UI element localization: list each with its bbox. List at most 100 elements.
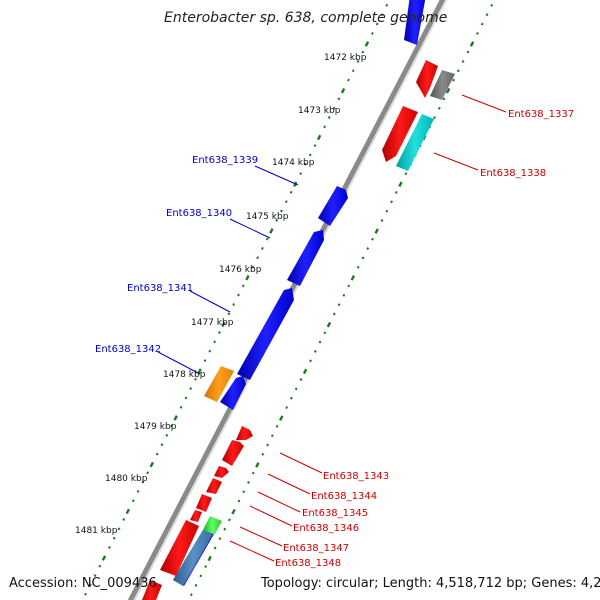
track-tick (442, 97, 446, 101)
gene-block-gray[interactable] (430, 70, 455, 100)
kbp-tick-label: 1473 kbp (298, 106, 341, 116)
track-tick (323, 331, 327, 335)
track-tick (308, 153, 312, 157)
gene-label-ent638-1340[interactable]: Ent638_1340 (166, 208, 232, 219)
track-tick (461, 60, 465, 63)
track-tick (485, 13, 489, 17)
gene-arrow-forward[interactable] (404, 0, 426, 45)
track-tick (117, 527, 121, 531)
gene-labels: Ent638_1339 Ent638_1340 Ent638_1341 Ent6… (95, 109, 574, 569)
gene-arrow-ent638-1346[interactable] (206, 478, 222, 494)
track-tick (141, 480, 145, 484)
track-tick (299, 378, 303, 381)
track-tick (160, 443, 164, 447)
gene-label-ent638-1346[interactable]: Ent638_1346 (293, 523, 359, 534)
track-tick (108, 546, 111, 549)
track-tick (326, 321, 332, 328)
gene-label-ent638-1338[interactable]: Ent638_1338 (480, 168, 546, 179)
kbp-tick-labels: 1472 kbp 1473 kbp 1474 kbp 1475 kbp 1476… (75, 53, 367, 536)
track-tick (380, 13, 384, 17)
gene-arrow-reverse-bottom[interactable] (140, 580, 162, 600)
gene-label-ent638-1342[interactable]: Ent638_1342 (95, 344, 161, 355)
gene-label-ent638-1344[interactable]: Ent638_1344 (311, 491, 377, 502)
kbp-tick-label: 1472 kbp (324, 53, 367, 63)
track-tick (251, 471, 255, 475)
track-tick (313, 144, 317, 147)
track-tick (318, 340, 322, 344)
gene-label-ent638-1345[interactable]: Ent638_1345 (302, 508, 368, 519)
track-tick (194, 377, 197, 381)
track-tick (218, 537, 222, 540)
track-tick (227, 312, 231, 316)
track-tick (313, 350, 317, 353)
gene-arrow-ent638-1337[interactable] (416, 60, 438, 98)
gene-block-green[interactable] (203, 516, 222, 534)
track-tick (208, 349, 212, 353)
gene-arrow-ent638-1344[interactable] (222, 440, 244, 466)
track-tick (279, 415, 284, 421)
gene-arrow-reverse-long[interactable] (160, 520, 199, 576)
track-tick (149, 461, 154, 468)
track-tick (93, 574, 97, 577)
track-tick (155, 452, 159, 456)
track-tick (347, 78, 350, 82)
track-tick (221, 321, 226, 328)
gene-arrow-ent638-1340[interactable] (287, 230, 324, 286)
track-tick (316, 134, 322, 141)
gene-label-ent638-1341[interactable]: Ent638_1341 (127, 283, 193, 294)
track-tick (237, 499, 241, 503)
kbp-tick-label: 1477 kbp (191, 318, 234, 328)
gene-label-ent638-1339[interactable]: Ent638_1339 (192, 155, 258, 166)
track-tick (136, 490, 140, 493)
track-tick (480, 22, 484, 26)
gene-label-ent638-1348[interactable]: Ent638_1348 (275, 558, 341, 569)
track-tick (245, 274, 250, 281)
track-tick (337, 303, 341, 307)
track-tick (203, 359, 207, 362)
track-tick (218, 331, 221, 334)
track-tick (242, 490, 246, 494)
track-tick (351, 69, 355, 73)
track-tick (385, 3, 389, 7)
track-tick (197, 368, 202, 374)
gene-arrow-ent638-1339[interactable] (318, 186, 348, 226)
gene-arrow-ent638-1347[interactable] (196, 494, 212, 512)
track-tick (437, 106, 441, 110)
gene-track (140, 0, 455, 600)
track-tick (361, 256, 365, 260)
track-tick (466, 50, 470, 54)
track-tick (165, 433, 169, 437)
gene-arrow-ent638-1341[interactable] (237, 288, 294, 380)
gene-arrow-ent638-1342[interactable] (220, 376, 246, 410)
track-tick (265, 237, 269, 241)
track-tick (284, 200, 288, 204)
kbp-tick-label: 1479 kbp (134, 422, 177, 432)
track-tick (231, 508, 236, 515)
position-tracks (84, 0, 496, 597)
track-tick (323, 125, 326, 129)
track-tick (445, 87, 451, 94)
track-tick (270, 434, 274, 438)
gene-label-ent638-1337[interactable]: Ent638_1337 (508, 109, 574, 120)
gene-label-ent638-1347[interactable]: Ent638_1347 (283, 543, 349, 554)
track-tick (213, 340, 216, 344)
track-tick (394, 190, 398, 194)
gene-arrow-ent638-1345[interactable] (214, 466, 229, 478)
gene-block-orange[interactable] (204, 366, 234, 402)
gene-block-cyan[interactable] (396, 114, 434, 171)
track-tick (112, 536, 116, 540)
gene-arrow-ent638-1338[interactable] (382, 106, 418, 162)
track-tick (309, 359, 312, 363)
gene-arrow-ent638-1343[interactable] (236, 426, 253, 440)
track-tick (125, 508, 131, 515)
track-tick (179, 405, 183, 409)
gene-block-steelblue[interactable] (173, 530, 213, 586)
track-tick (456, 69, 460, 73)
kbp-tick-label: 1474 kbp (272, 158, 315, 168)
gene-arrow-ent638-1348[interactable] (190, 510, 202, 522)
track-tick (366, 247, 370, 250)
track-tick (241, 284, 245, 288)
gene-label-ent638-1343[interactable]: Ent638_1343 (323, 471, 389, 482)
track-tick (232, 303, 236, 306)
